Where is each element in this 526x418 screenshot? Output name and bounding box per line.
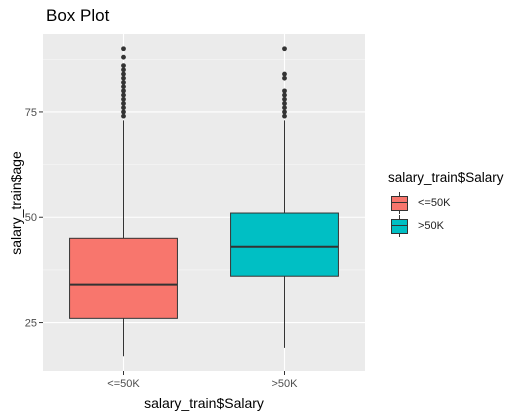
legend-item-gt50k: >50K (388, 214, 504, 237)
iqr-box (230, 212, 339, 277)
outlier-point (121, 105, 126, 111)
legend-label-le50k: <=50K (418, 196, 451, 209)
box-layer (69, 46, 339, 357)
outlier-point (121, 67, 126, 73)
y-axis-label: salary_train$age (8, 151, 24, 255)
outlier-point (121, 109, 126, 115)
iqr-box (69, 237, 178, 319)
outlier-point (121, 101, 126, 106)
outlier-point (121, 84, 126, 90)
outlier-point (282, 88, 287, 94)
outlier-point (121, 75, 126, 81)
x-axis-label: salary_train$Salary (144, 395, 264, 411)
legend: salary_train$Salary <=50K >50K (388, 170, 504, 237)
legend-key-le50k (388, 191, 410, 214)
outlier-point (121, 88, 126, 94)
outlier-point (121, 80, 126, 85)
y-tick-label: 50 (25, 212, 37, 224)
box-le50k (69, 46, 178, 357)
outlier-point (121, 54, 126, 60)
outlier-point (121, 92, 126, 98)
outlier-point (121, 63, 126, 68)
x-tick-label: >50K (272, 378, 299, 390)
outlier-point (282, 75, 287, 81)
outlier-point (121, 46, 126, 52)
outlier-point (282, 96, 287, 102)
axis-layer: 25 50 75 <=50K >50K (25, 107, 298, 390)
plot-panel (43, 34, 365, 371)
outlier-point (282, 46, 287, 52)
outlier-point (282, 105, 287, 111)
y-tick-label: 75 (25, 107, 37, 119)
legend-title: salary_train$Salary (388, 170, 504, 185)
outlier-point (282, 113, 287, 119)
outlier-point (121, 71, 126, 77)
chart-title: Box Plot (46, 6, 110, 25)
outlier-point (282, 101, 287, 106)
legend-key-gt50k (388, 214, 410, 237)
outlier-point (282, 109, 287, 115)
legend-label-gt50k: >50K (418, 219, 444, 232)
legend-item-le50k: <=50K (388, 191, 504, 214)
outlier-point (282, 92, 287, 98)
outlier-point (121, 113, 126, 119)
box-gt50k (230, 46, 339, 348)
x-tick-label: <=50K (107, 378, 140, 390)
outlier-point (121, 96, 126, 102)
y-tick-label: 25 (25, 318, 37, 330)
outlier-point (282, 71, 287, 77)
